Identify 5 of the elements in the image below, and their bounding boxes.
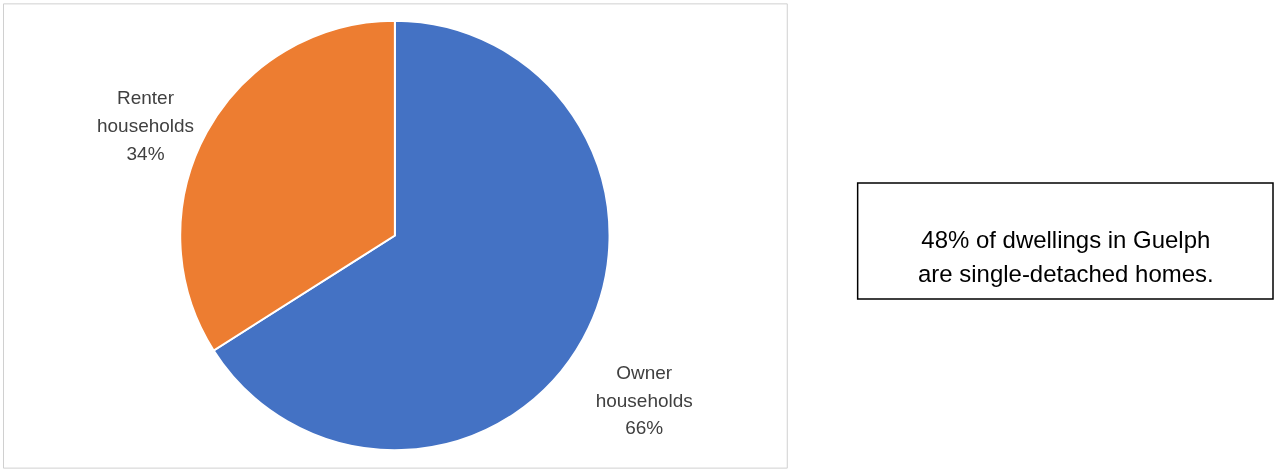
slice-label: Renter households bbox=[97, 87, 195, 137]
slice-label: Owner households bbox=[595, 361, 693, 411]
data-label: 34% bbox=[126, 143, 165, 165]
text: 48% of dwellings in Guelph are single-detached homes. bbox=[918, 225, 1214, 287]
data-label: 66% bbox=[625, 417, 664, 439]
